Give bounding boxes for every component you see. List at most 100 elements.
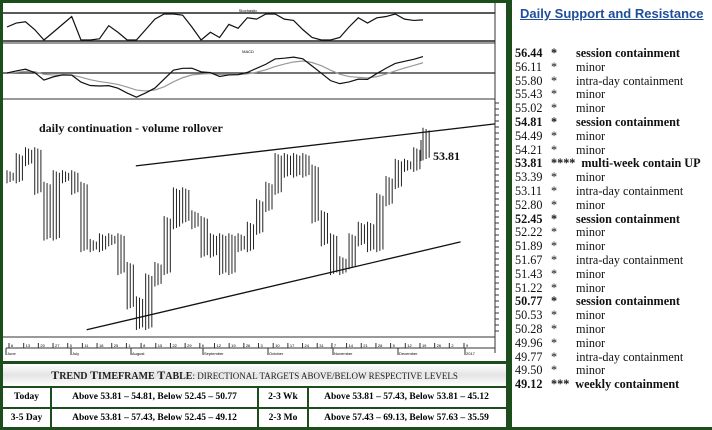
date-tick-label: 24 — [305, 343, 310, 348]
sr-price: 49.50 — [515, 363, 543, 378]
date-tick-label: 25 — [114, 343, 119, 348]
sr-level: 53.81 **** multi-week contain UP — [515, 156, 701, 171]
date-tick-label: 20 — [40, 343, 45, 348]
sr-list: 56.44 * session containment 56.11 * minor 55.8… — [515, 46, 701, 392]
sr-level: 56.44 * session containment — [515, 46, 701, 61]
sr-price: 53.81 — [515, 156, 543, 171]
sr-stars: * — [551, 101, 558, 116]
sr-note: minor — [576, 321, 606, 336]
sr-stars: * — [551, 363, 558, 378]
macd-title: MACD — [242, 49, 254, 54]
sr-level: 49.50 * minor — [515, 363, 701, 378]
indicator-title: Stochastic — [239, 8, 257, 13]
sr-stars: * — [551, 197, 558, 212]
stochastic-line — [6, 13, 424, 41]
date-tick-label: 9 — [466, 343, 469, 348]
sr-note: session containment — [576, 294, 680, 309]
month-label: October — [269, 351, 284, 356]
sr-stars: * — [551, 239, 558, 254]
targets: Above 57.43 – 69.13, Below 57.63 – 35.59 — [324, 413, 489, 423]
sr-level: 49.12 *** weekly containment — [515, 377, 701, 392]
sr-stars: * — [551, 211, 558, 226]
sr-stars: * — [551, 294, 558, 309]
date-tick-label: 27 — [55, 343, 60, 348]
date-tick-label: 18 — [99, 343, 104, 348]
sr-note: minor — [576, 308, 606, 323]
date-tick-label: 5 — [70, 343, 73, 348]
sr-price: 55.43 — [515, 87, 543, 102]
targets: Above 53.81 – 57.43, Below 53.81 – 45.12 — [324, 392, 489, 402]
sr-level: 53.11 * intra-day containment — [515, 183, 701, 199]
sr-price: 53.39 — [515, 170, 543, 185]
sr-stars: * — [551, 114, 558, 129]
sr-note: intra-day containment — [576, 183, 684, 198]
month-label: November — [334, 351, 353, 356]
month-label: June — [7, 351, 16, 356]
chart-annotation: daily continuation - volume rollover — [39, 121, 223, 135]
sr-price: 56.44 — [515, 46, 543, 60]
price-chart: Stochastic MACD 6 13 20 27 5 11 18 25 1 8 15 22 29 6 12 1… — [3, 3, 506, 361]
sr-price: 50.28 — [515, 321, 543, 336]
sr-note: minor — [576, 59, 606, 74]
sr-stars: * — [551, 335, 558, 350]
sr-note: minor — [576, 128, 606, 143]
date-tick-label: 22 — [172, 343, 177, 348]
sr-price: 49.12 — [515, 377, 543, 392]
sr-price: 55.02 — [515, 101, 543, 116]
sr-stars: * — [551, 308, 558, 323]
sr-level: 50.28 * minor — [515, 321, 701, 337]
sr-stars: * — [551, 87, 558, 102]
sr-stars: * — [551, 266, 558, 281]
sr-level: 52.22 * minor — [515, 225, 701, 240]
sr-note: intra-day containment — [576, 252, 684, 267]
sr-price: 51.22 — [515, 280, 543, 295]
sr-note: minor — [576, 266, 606, 281]
sr-level: 50.77 * session containment — [515, 294, 701, 309]
sr-title: Daily Support and Resistance — [520, 6, 704, 21]
date-tick-label: 12 — [407, 343, 412, 348]
sr-note: multi-week contain UP — [581, 156, 701, 171]
date-tick-label: 3 — [261, 343, 264, 348]
sr-stars: **** — [551, 156, 576, 171]
sr-level: 56.11 * minor — [515, 59, 701, 75]
sr-level: 49.77 * intra-day containment — [515, 349, 701, 365]
date-tick-label: 10 — [275, 343, 280, 348]
date-tick-label: 26 — [246, 343, 251, 348]
sr-note: minor — [576, 335, 606, 350]
sr-price: 52.45 — [515, 211, 543, 226]
sr-stars: * — [551, 46, 558, 60]
sr-level: 55.43 * minor — [515, 87, 701, 102]
date-tick-label: 6 — [202, 343, 205, 348]
period: Today — [3, 388, 52, 407]
sr-stars: * — [551, 280, 558, 295]
sr-level: 54.21 * minor — [515, 142, 701, 158]
sr-stars: *** — [551, 377, 570, 392]
sr-note: session containment — [576, 46, 680, 60]
sr-note: intra-day containment — [576, 349, 684, 364]
sr-price: 56.11 — [515, 59, 542, 74]
date-tick-label: 17 — [290, 343, 295, 348]
targets: Above 53.81 – 54.81, Below 52.45 – 50.77 — [52, 388, 259, 407]
sr-price: 49.96 — [515, 335, 543, 350]
date-tick-label: 1 — [128, 343, 131, 348]
month-label: December — [399, 351, 418, 356]
date-tick-label: 13 — [26, 343, 31, 348]
targets: Above 53.81 – 57.43, Below 52.45 – 49.12 — [52, 409, 259, 428]
month-label: August — [132, 351, 145, 356]
date-tick-label: 11 — [84, 343, 89, 348]
sr-level: 51.22 * minor — [515, 280, 701, 296]
date-tick-label: 15 — [158, 343, 163, 348]
sr-price: 54.81 — [515, 114, 543, 129]
sr-stars: * — [551, 128, 558, 143]
sr-stars: * — [551, 252, 558, 267]
date-tick-label: 26 — [437, 343, 442, 348]
sr-price: 54.21 — [515, 142, 543, 157]
sr-price: 51.67 — [515, 252, 543, 267]
month-label: July — [72, 351, 79, 356]
sr-price: 50.53 — [515, 308, 543, 323]
date-tick-label: 14 — [349, 343, 354, 348]
macd-signal-line — [6, 60, 424, 92]
sr-level: 49.96 * minor — [515, 335, 701, 351]
sr-level: 51.89 * minor — [515, 239, 701, 254]
macd-line — [6, 55, 424, 98]
